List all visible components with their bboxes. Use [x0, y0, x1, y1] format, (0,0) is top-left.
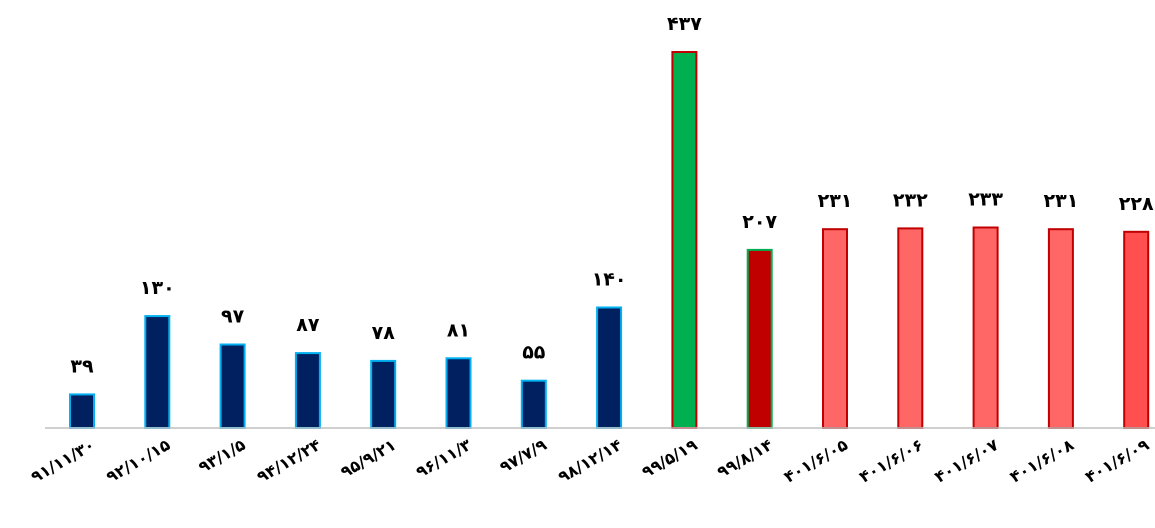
- bar-14: [1047, 228, 1074, 429]
- value-label-12: ۲۳۲: [893, 189, 928, 211]
- category-label-9: ۹۹/۵/۱۹: [638, 435, 700, 482]
- bar-8: [596, 306, 623, 429]
- bar-4: [294, 352, 321, 430]
- bar-6: [445, 357, 472, 429]
- category-label-12: ۴۰۱/۶/۰۶: [856, 435, 926, 487]
- value-label-8: ۱۴۰: [592, 269, 627, 291]
- bar-13: [972, 226, 999, 429]
- category-label-10: ۹۹/۸/۱۴: [714, 435, 776, 482]
- value-label-1: ۳۹: [70, 355, 94, 377]
- category-label-5: ۹۵/۹/۲۱: [337, 435, 399, 482]
- bar-1: [69, 393, 95, 429]
- category-label-6: ۹۶/۱۱/۳: [413, 435, 475, 482]
- category-label-4: ۹۴/۱۲/۲۴: [254, 435, 325, 487]
- category-labels-group: ۹۱/۱۱/۳۰ ۹۲/۱۰/۱۵ ۹۳/۱/۵ ۹۴/۱۲/۲۴ ۹۵/۹/۲۱ ۹۶/…: [28, 435, 1153, 487]
- category-label-14: ۴۰۱/۶/۰۸: [1007, 435, 1078, 487]
- bar-5: [370, 359, 397, 429]
- bar-2: [144, 315, 171, 430]
- value-labels-group: ۳۹ ۱۳۰ ۹۷ ۸۷ ۷۸ ۸۱ ۵۵ ۱۴۰ ۴۳۷ ۲۰۷ ۲۳۱ ۲۳۲ ۲۳۳ ۲۳۱ ۲۲۸: [70, 13, 1154, 377]
- bar-9: [671, 51, 698, 429]
- value-label-9: ۴۳۷: [667, 13, 702, 35]
- value-label-4: ۸۷: [296, 314, 320, 336]
- value-label-10: ۲۰۷: [742, 211, 777, 233]
- category-label-2: ۹۲/۱۰/۱۵: [103, 435, 174, 487]
- category-label-15: ۴۰۱/۶/۰۹: [1082, 435, 1153, 487]
- value-label-5: ۷۸: [372, 322, 396, 344]
- bar-11: [822, 228, 848, 429]
- bars-group: [69, 51, 1150, 430]
- value-label-2: ۱۳۰: [140, 277, 175, 299]
- value-label-6: ۸۱: [447, 319, 470, 341]
- bar-10: [746, 248, 773, 429]
- value-label-15: ۲۲۸: [1119, 193, 1154, 215]
- bar-12: [897, 227, 924, 429]
- value-label-13: ۲۳۳: [968, 189, 1003, 211]
- category-label-8: ۹۸/۱۲/۱۴: [555, 435, 626, 487]
- category-label-3: ۹۳/۱/۵: [195, 435, 249, 477]
- category-label-13: ۴۰۱/۶/۰۷: [931, 435, 1002, 487]
- value-label-7: ۵۵: [522, 342, 546, 364]
- category-label-7: ۹۷/۷/۹: [496, 435, 550, 477]
- category-label-11: ۴۰۱/۶/۰۵: [781, 435, 852, 487]
- value-label-11: ۲۳۱: [818, 190, 853, 212]
- value-label-3: ۹۷: [221, 306, 245, 328]
- category-label-1: ۹۱/۱۱/۳۰: [28, 435, 98, 487]
- bar-7: [520, 379, 547, 430]
- bar-3: [219, 343, 246, 429]
- bar-15: [1123, 230, 1150, 429]
- value-label-14: ۲۳۱: [1044, 190, 1079, 212]
